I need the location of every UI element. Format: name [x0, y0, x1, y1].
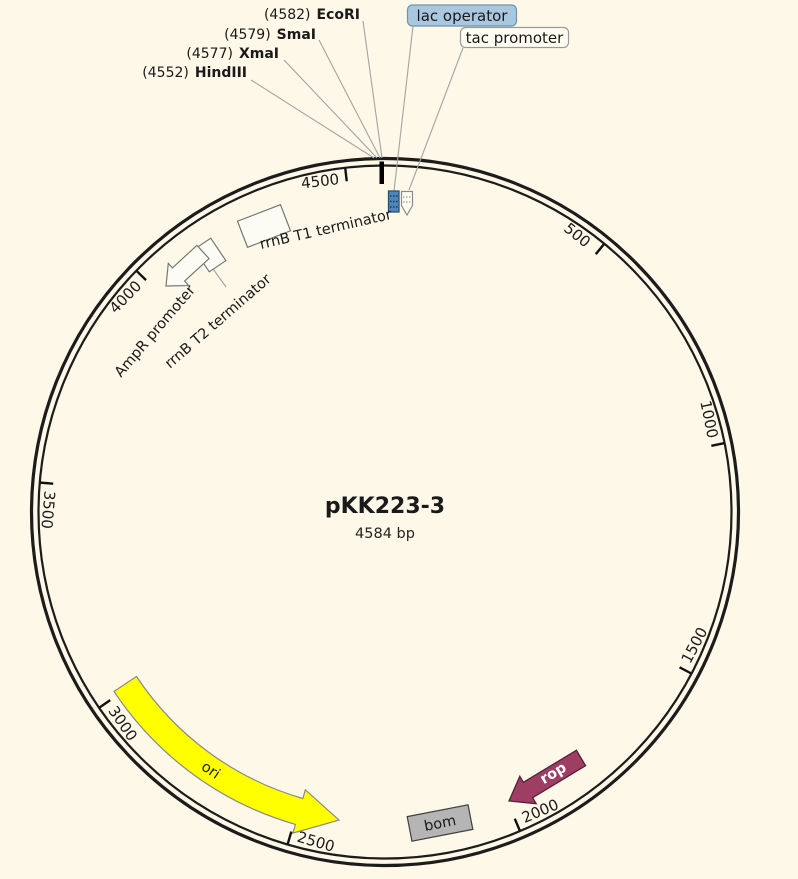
- site-pos: (4582): [264, 7, 311, 23]
- leader-smai: [318, 39, 381, 159]
- scale-tick-label: 4500: [300, 170, 340, 192]
- scale-tick-mark: [344, 168, 348, 182]
- mcs-site-mark[interactable]: [379, 161, 385, 185]
- site-name[interactable]: SmaI: [277, 27, 316, 43]
- lac-operator-label-box[interactable]: [406, 4, 518, 27]
- ori-arrow[interactable]: [113, 675, 341, 834]
- site-label-hindiii[interactable]: (4552) HindIII: [142, 65, 247, 81]
- leader-hindiii: [250, 79, 375, 159]
- scale-tick-mark: [98, 699, 111, 709]
- bom-box[interactable]: [406, 804, 474, 842]
- scale-tick-mark: [679, 666, 692, 675]
- leader-tac-promoter: [408, 47, 464, 191]
- lac-operator-feature[interactable]: [387, 190, 400, 213]
- plasmid-size: 4584 bp: [355, 526, 415, 542]
- scale-tick-mark: [513, 818, 521, 832]
- lac-operator-stripes: [390, 195, 398, 208]
- site-name[interactable]: HindIII: [195, 65, 247, 81]
- leader-lac-operator: [393, 25, 414, 192]
- lac-operator-label[interactable]: lac operator: [417, 7, 509, 25]
- lac-operator-boxed-label[interactable]: lac operator: [406, 4, 518, 27]
- leader-lines: [210, 20, 464, 288]
- bom-label[interactable]: bom: [423, 813, 458, 835]
- tac-promoter-label[interactable]: tac promoter: [466, 29, 565, 47]
- scale-tick-mark: [286, 831, 293, 845]
- restriction-site-labels: (4582) EcoRI (4579) SmaI (4577) XmaI (4552)…: [142, 7, 360, 81]
- tac-promoter-feature[interactable]: [400, 190, 414, 217]
- site-pos: (4577): [186, 46, 233, 62]
- scale-tick-mark: [711, 442, 725, 447]
- ampr-promoter-arrow[interactable]: [165, 244, 210, 287]
- bom-feature[interactable]: bom: [406, 804, 474, 842]
- leader-xmai: [283, 59, 378, 159]
- backbone-outer-circle: [29, 156, 741, 868]
- scale-tick-mark: [594, 243, 605, 255]
- ori-feature[interactable]: [113, 675, 341, 834]
- scale-tick-mark: [40, 481, 54, 485]
- site-name[interactable]: EcoRI: [317, 7, 360, 23]
- tac-promoter-boxed-label[interactable]: tac promoter: [459, 26, 570, 49]
- site-pos: (4579): [224, 27, 271, 43]
- tac-promoter-hatch: [403, 196, 411, 203]
- rrnb-t1-feature-box[interactable]: [236, 203, 292, 249]
- site-name[interactable]: XmaI: [239, 46, 279, 62]
- plasmid-title: pKK223-3: [325, 494, 445, 519]
- site-label-smai[interactable]: (4579) SmaI: [224, 27, 316, 43]
- site-label-xmai[interactable]: (4577) XmaI: [186, 46, 279, 62]
- leader-ecori: [362, 20, 383, 159]
- backbone-inner-circle: [37, 164, 733, 860]
- rop-arrow[interactable]: [508, 749, 587, 805]
- scale-tick-mark: [135, 270, 147, 281]
- tac-promoter-label-box[interactable]: [459, 26, 570, 49]
- scale-tick-label: 3500: [37, 490, 58, 530]
- site-pos: (4552): [142, 65, 189, 81]
- site-label-ecori[interactable]: (4582) EcoRI: [264, 7, 360, 23]
